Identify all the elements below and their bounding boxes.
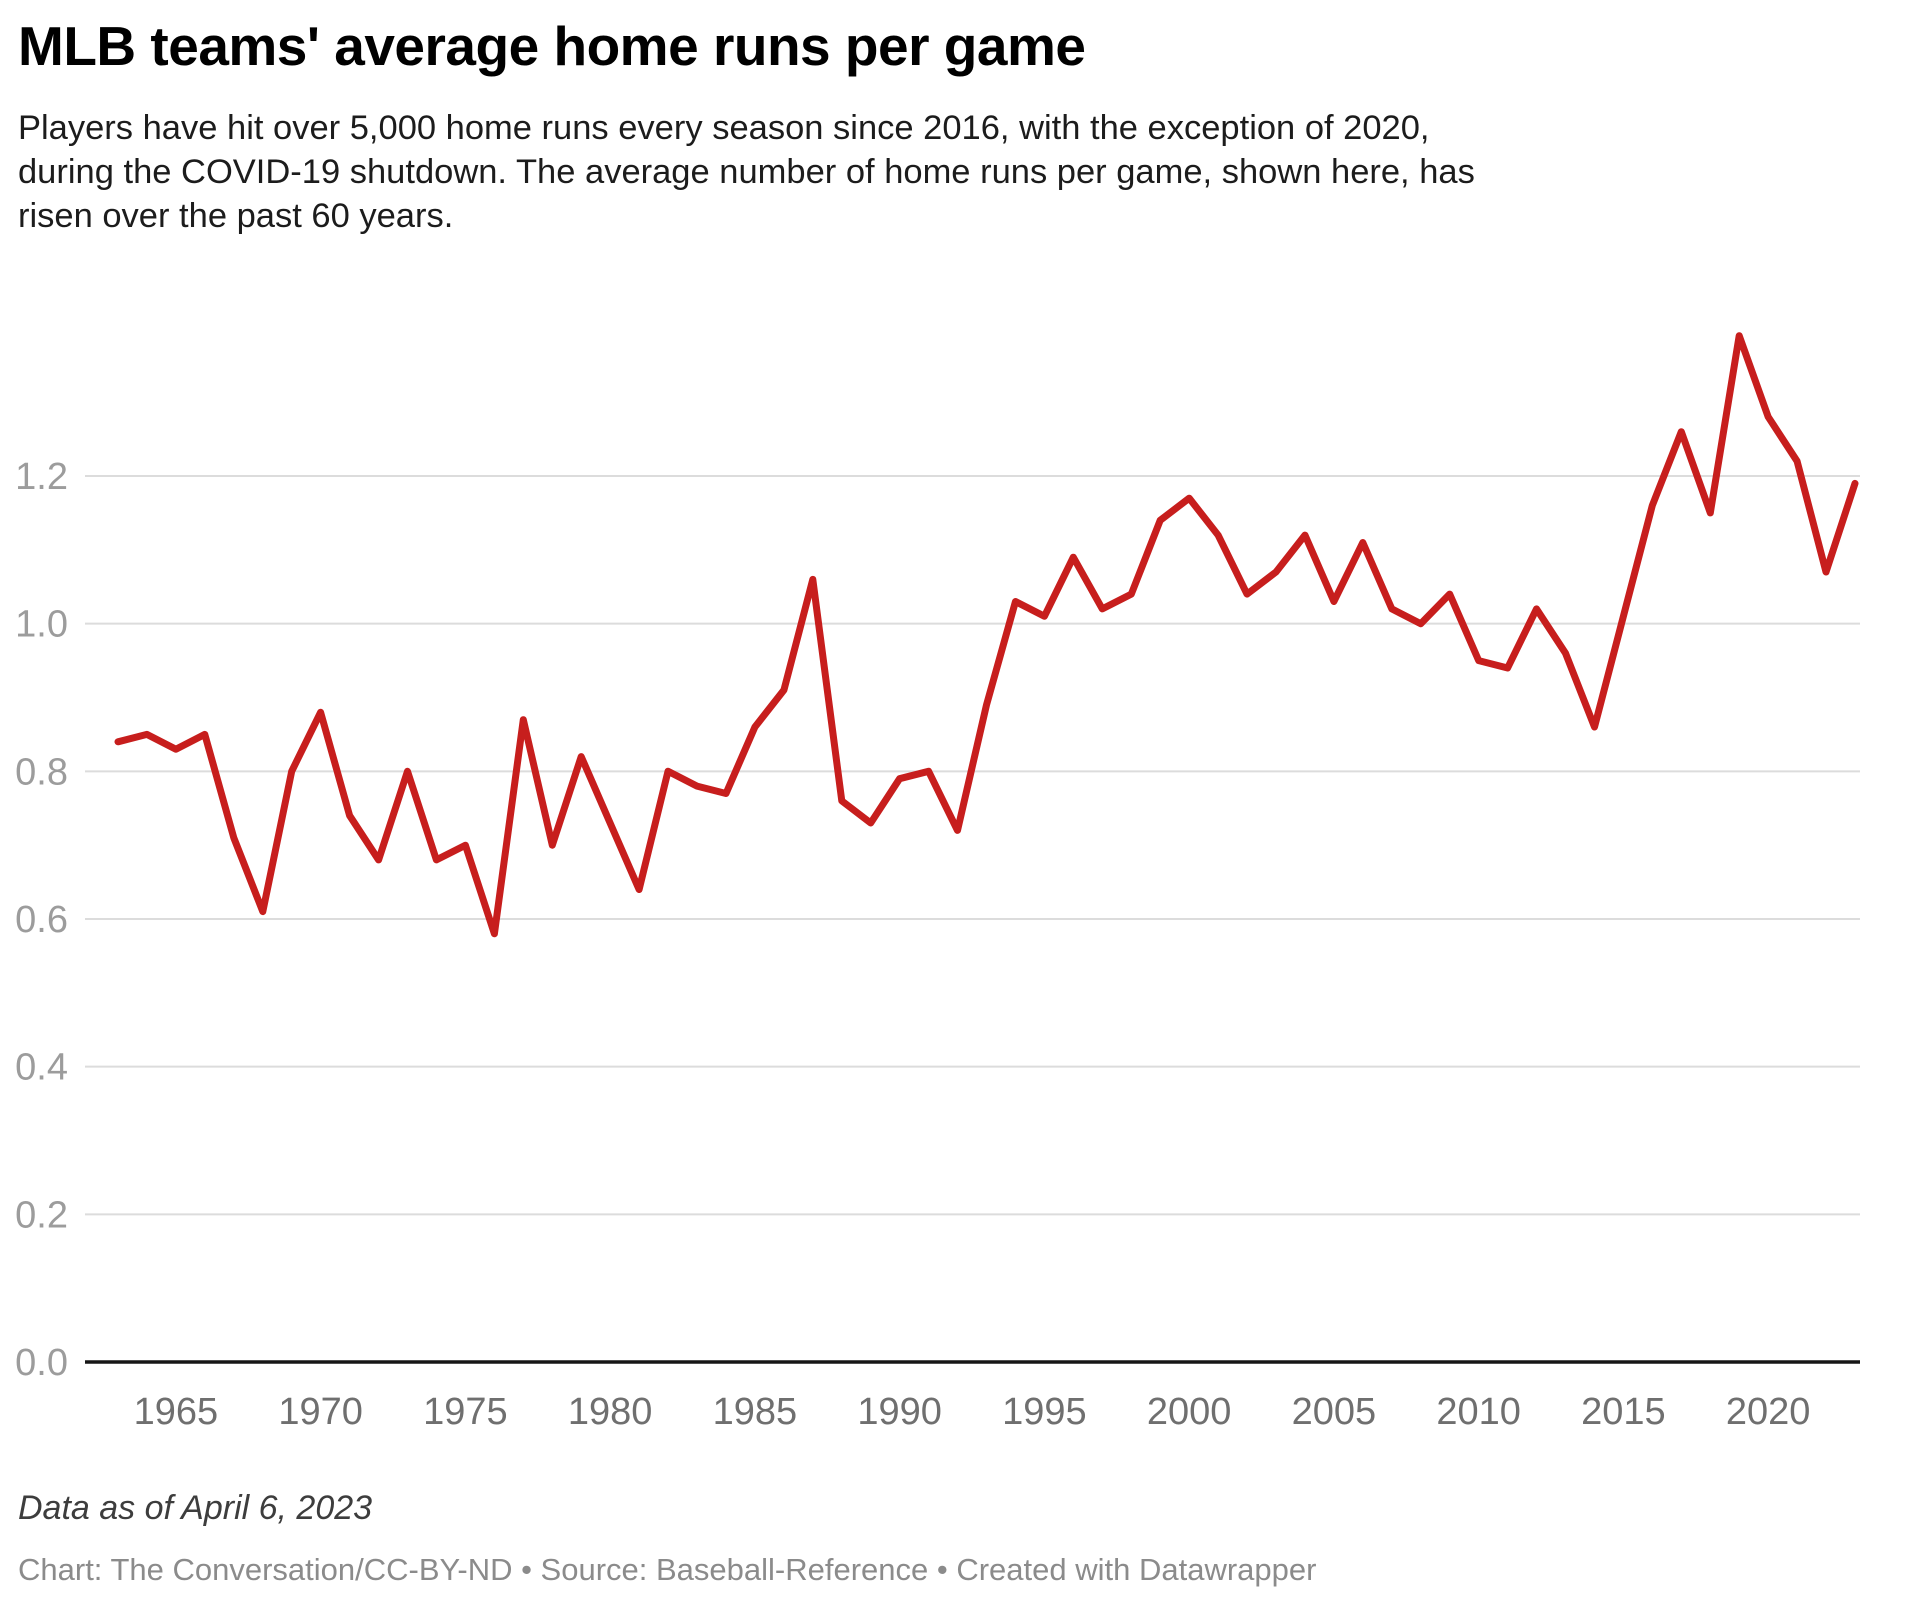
series-line-home-runs-per-game — [114, 332, 1859, 938]
x-tick-label: 1970 — [278, 1391, 363, 1433]
x-tick-label: 1990 — [857, 1391, 942, 1433]
x-tick-label: 2005 — [1292, 1391, 1377, 1433]
line-chart: 0.0 0.2 0.4 0.6 0.8 1.0 1.2 1965 1970 1975 1980 198… — [15, 332, 1860, 1433]
y-tick-label: 0.0 — [15, 1342, 68, 1384]
x-tick-label: 1995 — [1002, 1391, 1087, 1433]
y-tick-label: 0.4 — [15, 1047, 68, 1089]
x-tick-label: 2015 — [1581, 1391, 1666, 1433]
subtitle-line: Players have hit over 5,000 home runs ev… — [18, 109, 1430, 147]
y-tick-label: 0.2 — [15, 1194, 68, 1236]
data-note: Data as of April 6, 2023 — [18, 1489, 373, 1527]
y-tick-label: 1.0 — [15, 604, 68, 646]
x-tick-label: 1975 — [423, 1391, 508, 1433]
x-tick-label: 1965 — [134, 1391, 219, 1433]
y-tick-label: 0.6 — [15, 899, 68, 941]
x-tick-label: 1985 — [713, 1391, 798, 1433]
chart-byline: Chart: The Conversation/CC-BY-ND • Sourc… — [18, 1552, 1317, 1587]
x-tick-label: 2020 — [1726, 1391, 1811, 1433]
chart-subtitle: Players have hit over 5,000 home runs ev… — [18, 106, 1538, 238]
y-tick-label: 1.2 — [15, 456, 68, 498]
subtitle-line: risen over the past 60 years. — [18, 197, 454, 235]
x-tick-label: 2010 — [1436, 1391, 1521, 1433]
chart-title: MLB teams' average home runs per game — [18, 15, 1086, 77]
subtitle-line: during the COVID-19 shutdown. The averag… — [18, 153, 1475, 191]
x-tick-label: 2000 — [1147, 1391, 1232, 1433]
y-tick-label: 0.8 — [15, 751, 68, 793]
x-tick-label: 1980 — [568, 1391, 653, 1433]
